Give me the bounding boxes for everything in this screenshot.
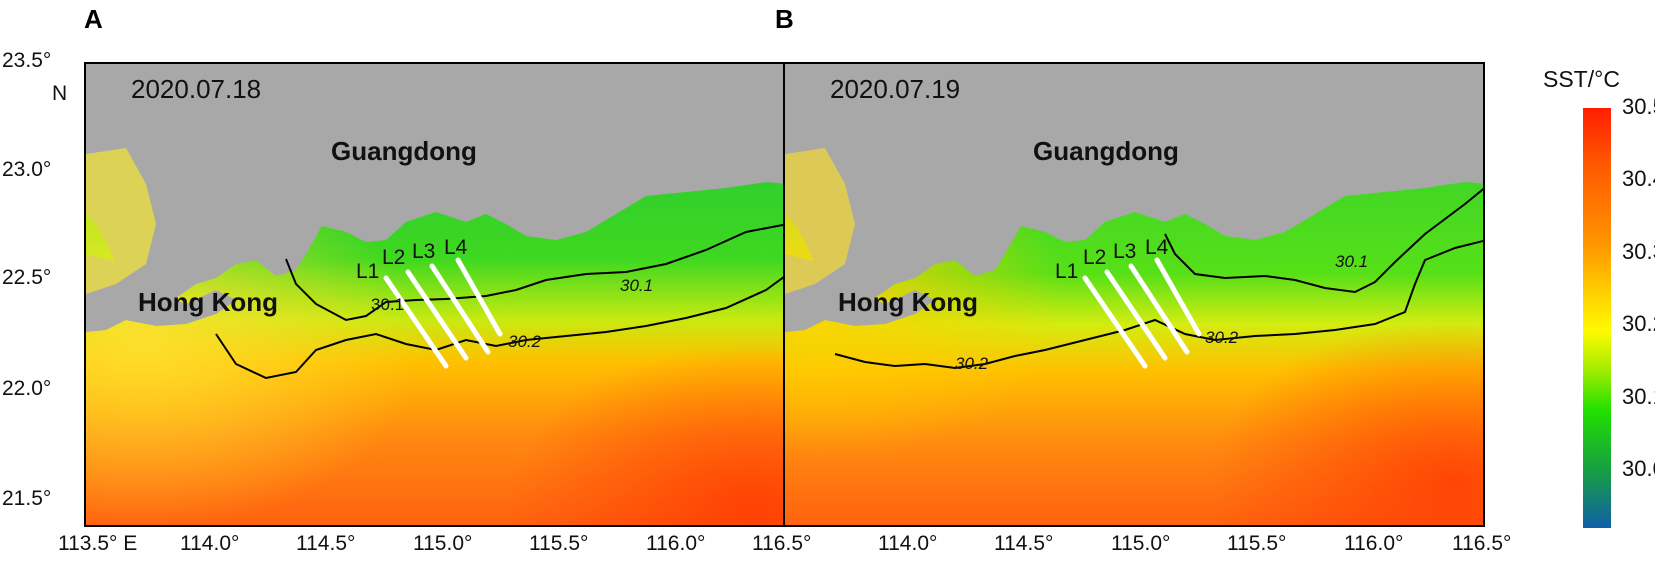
isotherm-label-30-1-a: 30.1 xyxy=(371,295,405,314)
isotherm-label-30-2-a: 30.2 xyxy=(508,332,542,351)
land-guangdong-b xyxy=(785,64,1483,304)
lat-label-22-5: 22.5° xyxy=(2,266,52,289)
lon-label-a-115-5: 115.5° xyxy=(529,532,589,555)
sst-field-a xyxy=(86,64,784,525)
lat-label-21-5: 21.5° xyxy=(2,487,52,510)
colorbar-label-30-0: 30.0 xyxy=(1622,456,1655,481)
isotherm-label-30-1b-a: 30.1 xyxy=(620,276,654,295)
lon-label-b-115-0: 115.0° xyxy=(1111,532,1171,555)
lon-label-b-114-5: 114.5° xyxy=(994,532,1054,555)
transect-label-l4-a: L4 xyxy=(444,236,468,259)
isotherm-30-2-a xyxy=(215,275,784,380)
panel-label-a: A xyxy=(84,4,103,34)
transect-label-l1-b: L1 xyxy=(1055,260,1079,283)
date-label-a: 2020.07.18 xyxy=(131,74,262,104)
isotherm-label-30-2b-b: 30.2 xyxy=(955,354,989,373)
colorbar-title: SST/°C xyxy=(1543,66,1620,92)
place-label-guangdong-b: Guangdong xyxy=(1033,136,1179,166)
colorbar-label-30-2: 30.2 xyxy=(1622,311,1655,336)
lon-label-b-115-5: 115.5° xyxy=(1227,532,1287,555)
isotherm-30-1-a xyxy=(285,223,784,322)
panel-label-b: B xyxy=(775,4,794,34)
place-label-guangdong-a: Guangdong xyxy=(331,136,477,166)
lon-label-a-114-0: 114.0° xyxy=(180,532,240,555)
lat-label-23-5: 23.5° xyxy=(2,49,52,72)
lat-label-22-0: 22.0° xyxy=(2,377,52,400)
lon-label-a-116-0: 116.0° xyxy=(646,532,706,555)
date-label-b: 2020.07.19 xyxy=(830,74,961,104)
transects-b xyxy=(1082,257,1202,369)
lat-label-23-0: 23.0° xyxy=(2,158,52,181)
lon-label-a-114-5: 114.5° xyxy=(296,532,356,555)
place-label-hong-kong-b: Hong Kong xyxy=(838,287,979,317)
transects-a xyxy=(383,257,503,369)
transect-label-l2-b: L2 xyxy=(1083,246,1107,269)
isotherm-label-30-1-b: 30.1 xyxy=(1335,252,1369,271)
place-label-hong-kong-a: Hong Kong xyxy=(138,287,279,317)
lon-label-b-116-5: 116.5° xyxy=(1452,532,1512,555)
transect-label-l1-a: L1 xyxy=(356,260,380,283)
colorbar-label-30-3: 30.3 xyxy=(1622,239,1655,264)
isotherm-30-1-b xyxy=(1164,187,1483,294)
transect-label-l2-a: L2 xyxy=(382,246,406,269)
lon-label-a-113-5: 113.5° E xyxy=(58,532,138,555)
lon-label-b-116-0: 116.0° xyxy=(1344,532,1404,555)
lon-label-a-116-5: 116.5° xyxy=(752,532,812,555)
land-guangdong-a xyxy=(86,64,784,304)
lon-label-a-115-0: 115.0° xyxy=(413,532,473,555)
sst-colorbar xyxy=(1583,108,1611,528)
sst-map-b: 2020.07.19 Guangdong Hong Kong L1 L2 L3 … xyxy=(783,62,1485,527)
colorbar-label-30-4: 30.4 xyxy=(1622,166,1655,191)
transect-label-l3-a: L3 xyxy=(412,240,436,263)
lat-label-n: N xyxy=(52,82,68,105)
transect-label-l3-b: L3 xyxy=(1113,240,1137,263)
sst-map-a: 2020.07.18 Guangdong Hong Kong L1 L2 L3 … xyxy=(84,62,786,527)
colorbar-label-30-5: 30.5 xyxy=(1622,94,1655,119)
transect-label-l4-b: L4 xyxy=(1145,236,1169,259)
isotherm-label-30-2-b: 30.2 xyxy=(1205,328,1239,347)
lon-label-b-114-0: 114.0° xyxy=(878,532,938,555)
sst-field-b xyxy=(785,64,1483,525)
colorbar-label-30-1: 30.1 xyxy=(1622,384,1655,409)
